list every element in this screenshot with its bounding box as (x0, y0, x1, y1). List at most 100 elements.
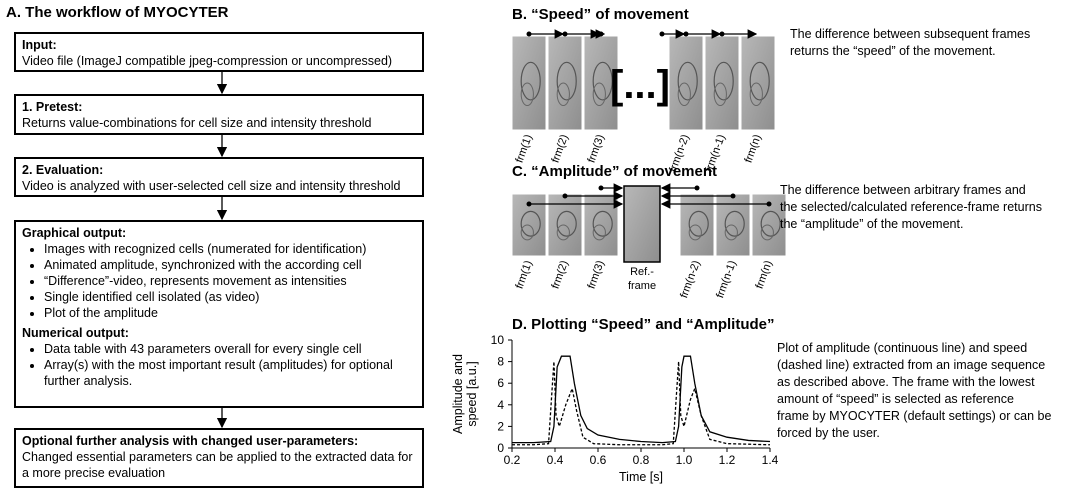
box-heading: 1. Pretest: (22, 100, 83, 114)
panel-a-title: A. The workflow of MYOCYTER (6, 4, 229, 21)
box-heading: Numerical output: (22, 326, 129, 340)
arrow-dot (719, 31, 725, 37)
cell (592, 210, 613, 237)
reference-label: Ref.- (630, 266, 654, 278)
frame-label: frm(3) (586, 133, 607, 165)
ellipsis: [...] (610, 63, 670, 107)
y-axis-label: Amplitude and (451, 354, 465, 434)
arrow-dot (694, 185, 700, 191)
y-tick-label: 4 (497, 398, 504, 412)
workflow-box: 1. Pretest: Returns value-combinations fo… (14, 94, 424, 135)
arrow-dot (659, 31, 665, 37)
x-tick-label: 0.8 (633, 453, 650, 467)
frame-label: frm(n) (754, 259, 775, 291)
reference-frame (623, 185, 661, 263)
box-text: Changed essential parameters can be appl… (22, 450, 413, 480)
arrow-dot (730, 193, 736, 199)
description-line: Plot of amplitude (continuous line) and … (777, 341, 1028, 355)
bullet-item: Animated amplitude, synchronized with th… (44, 257, 416, 273)
cell (760, 224, 774, 241)
cell (520, 224, 534, 241)
frame-label: frm(1) (514, 259, 535, 291)
frame-label: frm(n-1) (714, 259, 739, 300)
cell (592, 224, 606, 241)
cell (556, 82, 570, 107)
panel-d-title: D. Plotting “Speed” and “Amplitude” (512, 316, 775, 333)
cell (520, 61, 541, 101)
description-line: as described above. The frame with the l… (777, 375, 1035, 389)
box-heading: Graphical output: (22, 226, 127, 240)
frame-label: frm(n-1) (703, 133, 728, 174)
x-tick-label: 0.2 (504, 453, 521, 467)
frame-label: frm(n) (743, 133, 764, 165)
description-line: The difference between arbitrary frames … (780, 183, 1026, 197)
x-tick-label: 1.2 (719, 453, 736, 467)
x-axis-label: Time [s] (619, 470, 663, 484)
bullet-list: Images with recognized cells (numerated … (22, 241, 416, 321)
box-heading: 2. Evaluation: (22, 163, 104, 177)
cell (749, 61, 770, 101)
frame-label: frm(n-2) (678, 259, 703, 300)
arrow-dot (766, 201, 772, 207)
y-axis-label: speed [a.u.] (465, 361, 479, 426)
arrow-dot (562, 193, 568, 199)
cell (724, 210, 745, 237)
workflow-box: Optional further analysis with changed u… (14, 428, 424, 488)
cell (556, 61, 577, 101)
arrow-dot (598, 31, 604, 37)
arrow-dot (526, 31, 532, 37)
cell (760, 210, 781, 237)
workflow-box: Graphical output:Images with recognized … (14, 220, 424, 408)
workflow-box: 2. Evaluation: Video is analyzed with use… (14, 157, 424, 197)
workflow-box: Input: Video file (ImageJ compatible jpeg… (14, 32, 424, 72)
panel-b-title: B. “Speed” of movement (512, 6, 689, 23)
panel-c-title: C. “Amplitude” of movement (512, 163, 718, 180)
description-line: frame by MYOCYTER (default settings) or … (777, 409, 1052, 423)
cell (556, 224, 570, 241)
reference-label: frame (628, 280, 656, 292)
x-tick-label: 1.4 (762, 453, 779, 467)
description-line: amount of “speed” is selected as referen… (777, 392, 1014, 406)
description-line: forced by the user. (777, 426, 880, 440)
cell (677, 61, 698, 101)
frame-label: frm(2) (550, 259, 571, 291)
x-tick-label: 0.6 (590, 453, 607, 467)
box-heading: Optional further analysis with changed u… (22, 434, 359, 448)
box-text: Video file (ImageJ compatible jpeg-compr… (22, 54, 393, 68)
cell (592, 61, 613, 101)
frame-label: frm(1) (514, 133, 535, 165)
y-tick-label: 10 (491, 333, 505, 347)
arrow-dot (562, 31, 568, 37)
data-line (512, 361, 771, 446)
bullet-item: Data table with 43 parameters overall fo… (44, 341, 416, 357)
y-tick-label: 8 (497, 355, 504, 369)
frame-label: frm(3) (586, 259, 607, 291)
box-text: Video is analyzed with user-selected cel… (22, 179, 401, 193)
bullet-item: Single identified cell isolated (as vide… (44, 289, 416, 305)
bullet-item: Array(s) with the most important result … (44, 357, 416, 389)
cell (592, 82, 606, 107)
y-tick-label: 2 (497, 419, 504, 433)
arrow-dot (683, 31, 689, 37)
x-tick-label: 0.4 (547, 453, 564, 467)
frame-label: frm(2) (550, 133, 571, 165)
cell (724, 224, 738, 241)
bullet-item: Images with recognized cells (numerated … (44, 241, 416, 257)
box-text: Returns value-combinations for cell size… (22, 116, 372, 130)
cell (556, 210, 577, 237)
y-tick-label: 0 (497, 441, 504, 455)
x-tick-label: 1.0 (676, 453, 693, 467)
bullet-item: Plot of the amplitude (44, 305, 416, 321)
cell (520, 210, 541, 237)
cell (677, 82, 691, 107)
cell (749, 82, 763, 107)
description-line: the “amplitude” of the movement. (780, 217, 964, 231)
description-line: returns the “speed” of the movement. (790, 44, 996, 58)
cell (713, 61, 734, 101)
cell (520, 82, 534, 107)
bullet-list: Data table with 43 parameters overall fo… (22, 341, 416, 389)
data-line (512, 355, 771, 444)
description-line: The difference between subsequent frames (790, 27, 1031, 41)
cell (688, 210, 709, 237)
